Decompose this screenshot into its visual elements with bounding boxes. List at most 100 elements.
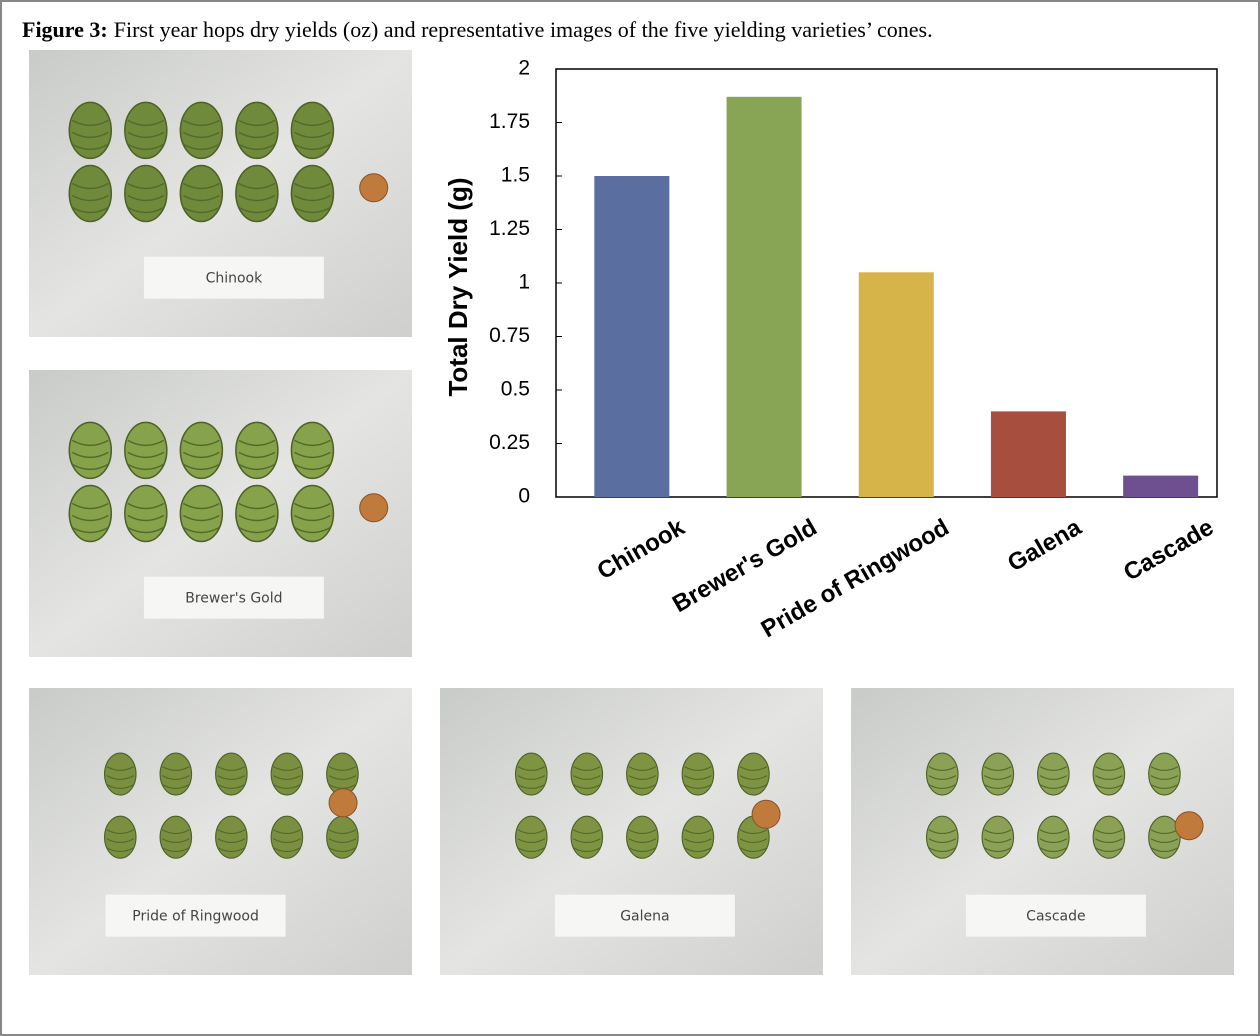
cone-scale (217, 766, 246, 771)
cone-scale (1150, 784, 1179, 789)
cone-scale (573, 838, 601, 844)
cone-scale (238, 182, 276, 190)
cone-scale (517, 838, 546, 844)
hop-cone (179, 421, 224, 480)
cone-scale (182, 526, 220, 534)
hop-cone (1037, 815, 1070, 859)
cone-scale (628, 775, 657, 780)
cone-body (681, 752, 715, 796)
cone-scale (162, 775, 190, 780)
photo: Galena (440, 688, 823, 975)
hop-cone (681, 815, 715, 859)
cone-scale (739, 784, 768, 789)
cone-scale (217, 829, 246, 835)
hop-cone (290, 164, 335, 223)
cone-scale (684, 775, 712, 780)
caption-label: Figure 3: (22, 17, 108, 42)
hop-cone (179, 484, 224, 543)
cone-scale (1039, 784, 1068, 789)
cone-scale (628, 847, 657, 853)
cone-scale (739, 775, 768, 780)
y-tick-label: 2 (518, 57, 530, 80)
cone-scale (127, 514, 165, 522)
cone-scale (739, 838, 768, 844)
cone-scale (684, 829, 712, 835)
cone-body (235, 421, 279, 480)
cone-body (68, 101, 113, 160)
cone-scale (71, 206, 109, 214)
cone-body (179, 164, 224, 223)
cone-scale (739, 766, 768, 771)
cone-body (514, 815, 548, 859)
y-tick-label: 1 (518, 271, 530, 294)
cone-body (235, 164, 279, 223)
cone-scale (106, 766, 135, 771)
cone-scale (162, 838, 190, 844)
cone-body (159, 815, 193, 859)
cone-body (925, 752, 959, 796)
cone-scale (628, 766, 657, 771)
cone-scale (71, 463, 109, 471)
cone-scale (71, 194, 109, 202)
label-card (554, 894, 735, 937)
cone-scale (984, 847, 1012, 853)
cone-body (124, 421, 168, 480)
cone-scale (182, 143, 220, 151)
hop-cone (270, 752, 304, 796)
cone-scale (127, 463, 165, 471)
hop-cone (326, 752, 359, 796)
cone-scale (71, 131, 109, 139)
hop-cone (270, 815, 304, 859)
cone-scale (1095, 766, 1123, 771)
hop-cone (215, 815, 248, 859)
cone-scale (984, 784, 1012, 789)
cone-scale (127, 131, 165, 139)
cone-body (626, 752, 659, 796)
cone-scale (328, 829, 357, 835)
cone-scale (238, 439, 276, 447)
cone-scale (71, 502, 109, 510)
y-tick-label: 0 (518, 485, 530, 508)
cone-body (626, 815, 659, 859)
hop-cone (981, 815, 1015, 859)
cone-scale (928, 838, 957, 844)
hop-cone (681, 752, 715, 796)
cone-scale (739, 847, 768, 853)
cone-scale (928, 766, 957, 771)
photo-label: Cascade (1026, 909, 1085, 925)
hop-cone (124, 421, 168, 480)
bar (726, 96, 802, 497)
cone-scale (573, 766, 601, 771)
cone-scale (1039, 829, 1068, 835)
cone-scale (127, 194, 165, 202)
y-tick-label: 1.25 (489, 217, 530, 240)
hop-cone (124, 164, 168, 223)
y-axis-label: Total Dry Yield (g) (443, 177, 473, 396)
cone-body (68, 484, 113, 543)
cone-scale (628, 829, 657, 835)
cone-body (235, 484, 279, 543)
cone-scale (217, 847, 246, 853)
cone-scale (517, 775, 546, 780)
photo-label: Galena (620, 909, 669, 925)
cone-scale (162, 847, 190, 853)
photo-label: Pride of Ringwood (132, 909, 259, 925)
cone-scale (273, 847, 301, 853)
hop-cone (514, 815, 548, 859)
y-tick-label: 0.5 (501, 378, 530, 401)
cone-scale (182, 194, 220, 202)
hop-cone (159, 815, 193, 859)
cone-scale (684, 838, 712, 844)
y-tick-label: 0.25 (489, 431, 530, 454)
cone-scale (928, 829, 957, 835)
cone-scale (127, 439, 165, 447)
hop-cone (626, 752, 659, 796)
cone-scale (928, 775, 957, 780)
cone-scale (182, 206, 220, 214)
cone-scale (573, 847, 601, 853)
cone-body (981, 815, 1015, 859)
bar (1123, 475, 1199, 497)
cone-body (215, 752, 248, 796)
bar (858, 272, 934, 497)
cone-scale (106, 775, 135, 780)
